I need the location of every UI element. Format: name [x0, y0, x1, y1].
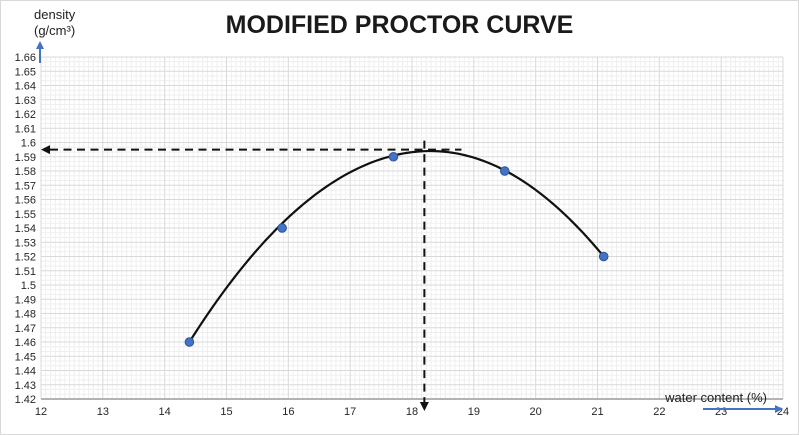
grid-major-lines — [40, 56, 784, 400]
y-tick-label: 1.44 — [15, 366, 36, 378]
y-tick-label: 1.56 — [15, 195, 36, 207]
y-tick-label: 1.65 — [15, 66, 36, 78]
x-tick-label: 22 — [653, 406, 665, 418]
y-tick-label: 1.64 — [15, 81, 36, 93]
chart-title: MODIFIED PROCTOR CURVE — [225, 11, 574, 39]
y-tick-label: 1.51 — [15, 266, 36, 278]
y-tick-label: 1.43 — [15, 380, 36, 392]
max-density-arrowhead-icon — [41, 145, 50, 155]
y-tick-label: 1.49 — [15, 294, 36, 306]
x-tick-label: 14 — [159, 406, 171, 418]
y-tick-label: 1.57 — [15, 180, 36, 192]
x-tick-label: 13 — [97, 406, 109, 418]
x-tick-label: 16 — [282, 406, 294, 418]
y-tick-label: 1.63 — [15, 95, 36, 107]
y-axis-arrowhead-icon — [36, 41, 44, 49]
y-tick-label: 1.42 — [15, 394, 36, 406]
y-tick-label: 1.55 — [15, 209, 36, 221]
y-tick-label: 1.59 — [15, 152, 36, 164]
y-tick-label: 1.61 — [15, 123, 36, 135]
data-point — [499, 166, 510, 176]
y-tick-label: 1.53 — [15, 237, 36, 249]
y-tick-label: 1.5 — [21, 280, 36, 292]
x-tick-label: 18 — [406, 406, 418, 418]
y-axis-label-line2: (g/cm³) — [34, 23, 76, 38]
y-tick-label: 1.62 — [15, 109, 36, 121]
y-tick-label: 1.52 — [15, 252, 36, 264]
data-point — [598, 251, 609, 262]
data-point — [184, 337, 195, 347]
x-tick-label: 21 — [591, 406, 603, 418]
optimum-moisture-arrowhead-icon — [419, 402, 429, 411]
y-tick-label: 1.48 — [15, 309, 36, 321]
y-axis-label: density (g/cm³) — [34, 7, 75, 39]
x-tick-label: 12 — [35, 406, 47, 418]
y-axis-label-line1: density — [34, 7, 76, 22]
x-tick-label: 17 — [344, 406, 356, 418]
x-axis-arrowhead-icon — [775, 405, 783, 413]
y-tick-label: 1.46 — [15, 337, 36, 349]
y-tick-label: 1.54 — [15, 223, 36, 235]
data-point — [277, 223, 287, 233]
x-tick-label: 23 — [715, 406, 727, 418]
y-tick-label: 1.66 — [15, 52, 36, 64]
y-tick-label: 1.47 — [15, 323, 36, 335]
x-tick-label: 20 — [530, 406, 542, 418]
x-tick-label: 15 — [220, 406, 232, 418]
x-tick-label: 19 — [468, 406, 480, 418]
y-tick-label: 1.45 — [15, 351, 36, 363]
y-tick-label: 1.6 — [21, 138, 36, 150]
y-tick-label: 1.58 — [15, 166, 36, 178]
data-point — [388, 151, 399, 162]
x-axis-label: water content (%) — [665, 390, 767, 405]
